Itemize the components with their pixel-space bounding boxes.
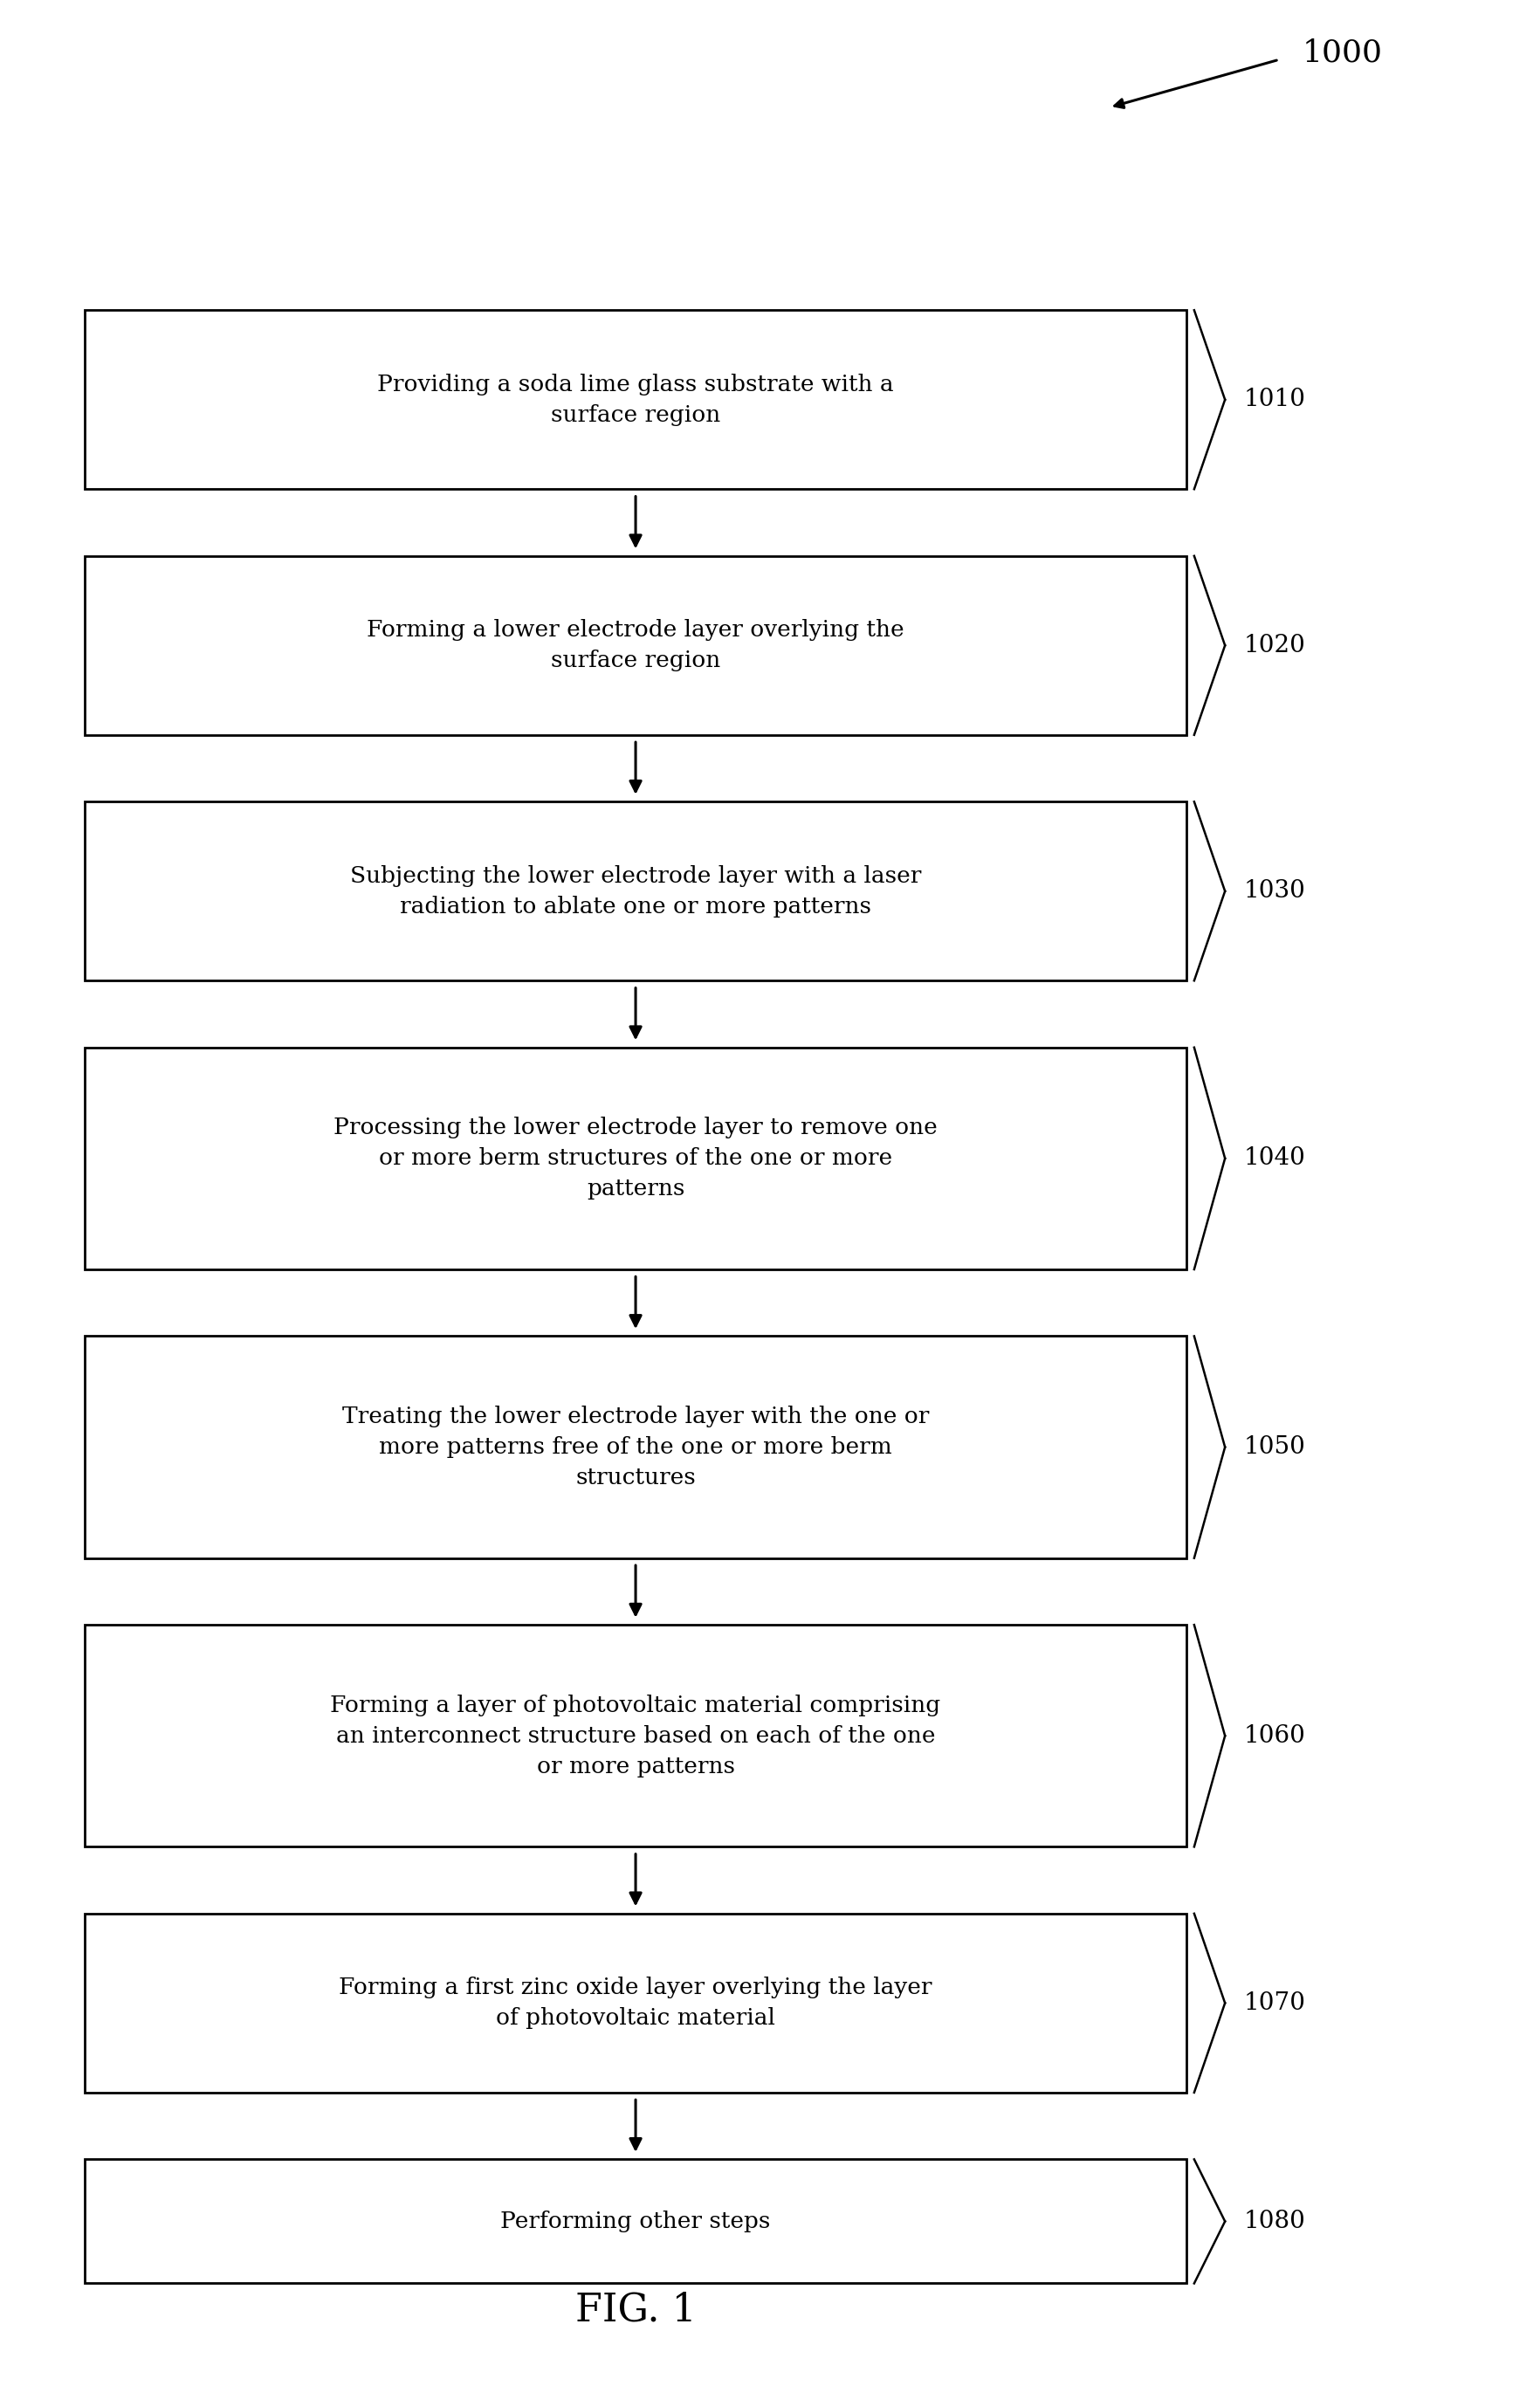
Bar [85, 556, 1186, 735]
Text: 1070: 1070 [1243, 1992, 1304, 2014]
Text: Forming a first zinc oxide layer overlying the layer
of photovoltaic material: Forming a first zinc oxide layer overlyi… [339, 1978, 932, 2028]
Text: 1010: 1010 [1243, 389, 1304, 410]
Bar [85, 2159, 1186, 2283]
Text: 1080: 1080 [1243, 2209, 1304, 2233]
Text: FIG. 1: FIG. 1 [574, 2291, 696, 2329]
Bar [85, 802, 1186, 981]
Text: Performing other steps: Performing other steps [501, 2209, 770, 2233]
Text: 1040: 1040 [1243, 1148, 1304, 1169]
Text: Forming a layer of photovoltaic material comprising
an interconnect structure ba: Forming a layer of photovoltaic material… [330, 1694, 941, 1778]
Text: Treating the lower electrode layer with the one or
more patterns free of the one: Treating the lower electrode layer with … [342, 1405, 929, 1489]
Bar [85, 1047, 1186, 1269]
Text: Forming a lower electrode layer overlying the
surface region: Forming a lower electrode layer overlyin… [367, 620, 904, 670]
Text: Subjecting the lower electrode layer with a laser
radiation to ablate one or mor: Subjecting the lower electrode layer wit… [350, 866, 921, 916]
Bar [85, 1336, 1186, 1558]
Text: Providing a soda lime glass substrate with a
surface region: Providing a soda lime glass substrate wi… [377, 375, 893, 425]
Text: 1030: 1030 [1243, 880, 1304, 902]
Text: 1050: 1050 [1243, 1436, 1304, 1458]
Text: Processing the lower electrode layer to remove one
or more berm structures of th: Processing the lower electrode layer to … [334, 1117, 936, 1200]
Bar [85, 1914, 1186, 2093]
Text: 1000: 1000 [1301, 38, 1381, 67]
Bar [85, 1625, 1186, 1847]
Text: 1020: 1020 [1243, 635, 1304, 656]
Text: 1060: 1060 [1243, 1725, 1304, 1747]
Bar [85, 310, 1186, 489]
